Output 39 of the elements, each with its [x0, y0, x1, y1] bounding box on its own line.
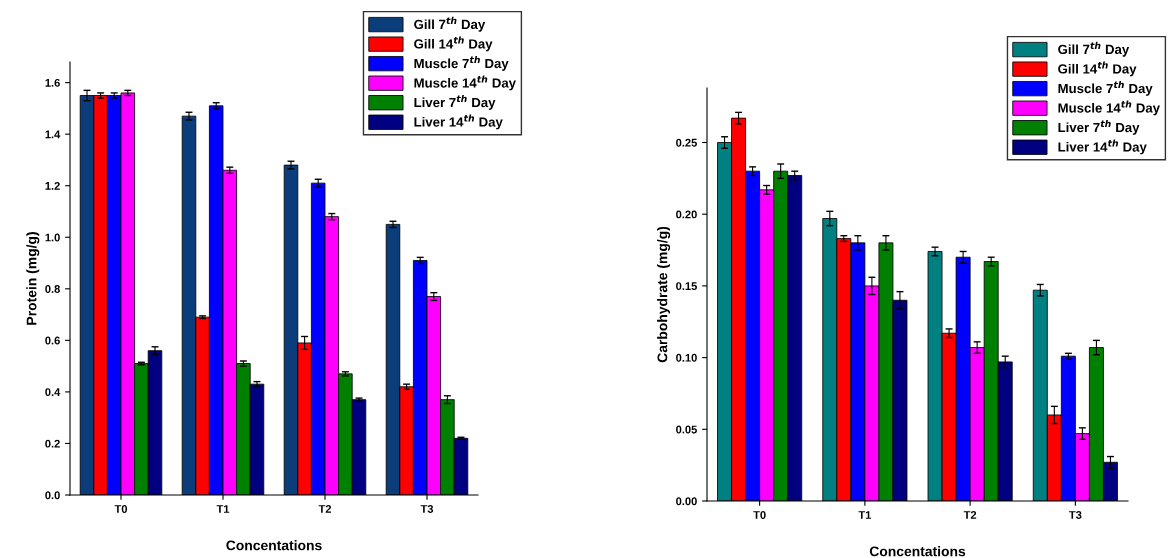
- y-axis-title: Protein (mg/g): [26, 232, 40, 325]
- legend-label: Liver 14$^{th}$ Day: [1058, 139, 1147, 155]
- x-tick-label: T0: [114, 505, 128, 513]
- legend-label: Gill 7$^{th}$ Day: [1058, 41, 1130, 57]
- legend-label: Muscle 7$^{th}$ Day: [1058, 80, 1153, 96]
- legend-label: Liver 7$^{th}$ Day: [414, 94, 496, 110]
- legend-label: Gill 14$^{th}$ Day: [414, 36, 493, 52]
- x-tick-label: T1: [858, 511, 872, 519]
- x-tick-label: T2: [963, 511, 977, 519]
- y-tick-label: 1.2: [45, 181, 60, 190]
- y-tick-label: 0.6: [45, 336, 60, 345]
- legend-label: Muscle 14$^{th}$ Day: [1058, 100, 1160, 116]
- x-axis-title: Concentations: [226, 540, 322, 551]
- legend-label: Muscle 7$^{th}$ Day: [414, 55, 509, 71]
- y-tick-label: 0.2: [45, 439, 60, 448]
- y-tick-label: 1.0: [45, 233, 60, 242]
- x-tick-label: T3: [1069, 511, 1082, 519]
- y-tick-label: 0.00: [676, 497, 697, 506]
- y-tick-label: 0.05: [676, 425, 697, 434]
- y-tick-label: 0.4: [45, 388, 61, 397]
- x-axis-title: Concentations: [869, 546, 966, 557]
- y-tick-label: 0.10: [676, 353, 697, 362]
- y-tick-label: 0.15: [676, 282, 697, 291]
- legend-label: Gill 7$^{th}$ Day: [414, 16, 486, 32]
- legend-label: Gill 14$^{th}$ Day: [1058, 61, 1137, 77]
- y-axis-title: Carbohydrate (mg/g): [657, 226, 671, 363]
- legend-label: Muscle 14$^{th}$ Day: [414, 75, 516, 91]
- x-tick-label: T2: [318, 505, 332, 513]
- legend-label: Liver 7$^{th}$ Day: [1058, 119, 1140, 135]
- x-tick-label: T0: [753, 511, 766, 519]
- legend-label: Liver 14$^{th}$ Day: [414, 114, 503, 130]
- x-tick-label: T1: [216, 505, 230, 513]
- y-tick-label: 0.20: [676, 210, 697, 219]
- x-tick-label: T3: [420, 505, 434, 513]
- y-tick-label: 1.4: [45, 130, 61, 139]
- y-tick-label: 0.0: [45, 491, 60, 500]
- y-tick-label: 0.25: [676, 138, 697, 147]
- y-tick-label: 0.8: [45, 285, 60, 293]
- y-tick-label: 1.6: [45, 78, 60, 87]
